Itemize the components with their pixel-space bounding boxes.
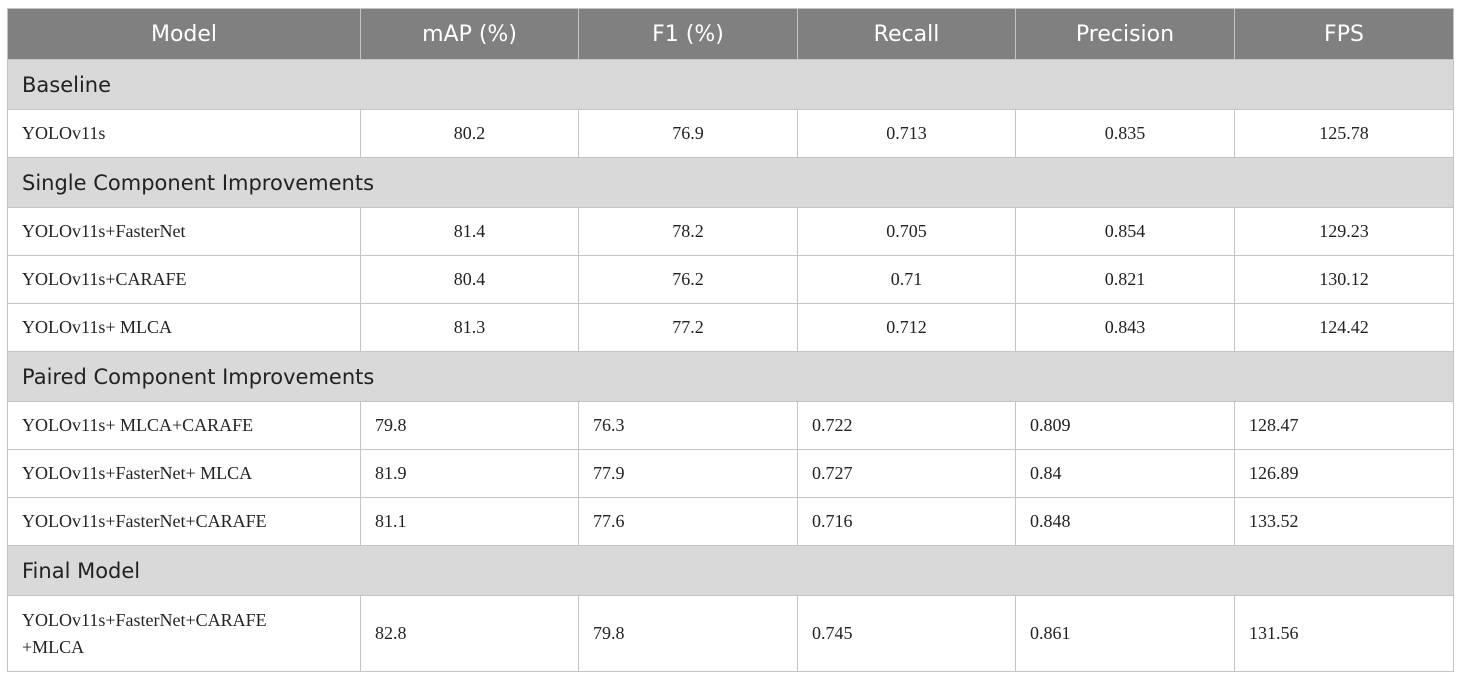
value-cell: 128.47 xyxy=(1234,401,1454,450)
value-cell: 77.6 xyxy=(578,497,798,546)
header-cell: F1 (%) xyxy=(578,8,798,60)
value-cell: 124.42 xyxy=(1234,303,1454,352)
value-cell: 0.843 xyxy=(1015,303,1235,352)
value-cell: 82.8 xyxy=(360,595,579,672)
value-cell: 81.4 xyxy=(360,207,579,256)
section-title: Paired Component Improvements xyxy=(7,351,1454,402)
value-cell: 79.8 xyxy=(578,595,798,672)
model-cell: YOLOv11s+FasterNet+CARAFE +MLCA xyxy=(7,595,361,672)
value-cell: 0.835 xyxy=(1015,109,1235,158)
value-cell: 133.52 xyxy=(1234,497,1454,546)
value-cell: 76.2 xyxy=(578,255,798,304)
section-row: Single Component Improvements xyxy=(7,157,1454,208)
model-name: YOLOv11s+ MLCA xyxy=(22,317,172,337)
section-row: Baseline xyxy=(7,59,1454,110)
value-cell: 0.722 xyxy=(797,401,1016,450)
data-row: YOLOv11s+FasterNet+CARAFE 81.1 77.6 0.716 0.… xyxy=(7,497,1454,546)
value-cell: 0.712 xyxy=(797,303,1016,352)
value-cell: 125.78 xyxy=(1234,109,1454,158)
value-cell: 78.2 xyxy=(578,207,798,256)
value-cell: 0.84 xyxy=(1015,449,1235,498)
model-name: YOLOv11s+CARAFE xyxy=(22,269,187,289)
header-cell: Precision xyxy=(1015,8,1235,60)
value-cell: 77.9 xyxy=(578,449,798,498)
header-cell: mAP (%) xyxy=(360,8,579,60)
table-header: Model mAP (%) F1 (%) Recall Precision FPS xyxy=(7,8,1454,60)
value-cell: 76.3 xyxy=(578,401,798,450)
value-cell: 129.23 xyxy=(1234,207,1454,256)
value-cell: 131.56 xyxy=(1234,595,1454,672)
value-cell: 0.854 xyxy=(1015,207,1235,256)
header-cell: Recall xyxy=(797,8,1016,60)
results-table: Model mAP (%) F1 (%) Recall Precision FPS Bas… xyxy=(7,8,1454,672)
value-cell: 76.9 xyxy=(578,109,798,158)
model-name: YOLOv11s+FasterNet+CARAFE xyxy=(22,511,267,531)
model-name: YOLOv11s+FasterNet xyxy=(22,221,186,241)
data-row: YOLOv11s+ MLCA+CARAFE 79.8 76.3 0.722 0.809 1… xyxy=(7,401,1454,450)
header-cell: Model xyxy=(7,8,361,60)
value-cell: 0.713 xyxy=(797,109,1016,158)
value-cell: 81.1 xyxy=(360,497,579,546)
value-cell: 79.8 xyxy=(360,401,579,450)
section-title: Final Model xyxy=(7,545,1454,596)
value-cell: 126.89 xyxy=(1234,449,1454,498)
model-name: YOLOv11s+FasterNet+CARAFE +MLCA xyxy=(22,609,267,657)
model-cell: YOLOv11s+CARAFE xyxy=(7,255,361,304)
section-row: Final Model xyxy=(7,545,1454,596)
value-cell: 81.9 xyxy=(360,449,579,498)
header-row: Model mAP (%) F1 (%) Recall Precision FPS xyxy=(7,8,1454,60)
data-row: YOLOv11s+FasterNet 81.4 78.2 0.705 0.854 129.… xyxy=(7,207,1454,256)
value-cell: 0.745 xyxy=(797,595,1016,672)
data-row: YOLOv11s+FasterNet+CARAFE +MLCA 82.8 79.8 0… xyxy=(7,595,1454,672)
section-title: Baseline xyxy=(7,59,1454,110)
value-cell: 0.71 xyxy=(797,255,1016,304)
table-body: Baseline YOLOv11s 80.2 76.9 0.713 0.835 125.78… xyxy=(7,59,1454,672)
value-cell: 130.12 xyxy=(1234,255,1454,304)
model-cell: YOLOv11s+ MLCA+CARAFE xyxy=(7,401,361,450)
model-name: YOLOv11s+ MLCA+CARAFE xyxy=(22,415,254,435)
data-row: YOLOv11s+FasterNet+ MLCA 81.9 77.9 0.727 0.8… xyxy=(7,449,1454,498)
value-cell: 80.2 xyxy=(360,109,579,158)
value-cell: 0.809 xyxy=(1015,401,1235,450)
model-cell: YOLOv11s+FasterNet xyxy=(7,207,361,256)
model-cell: YOLOv11s+FasterNet+ MLCA xyxy=(7,449,361,498)
value-cell: 81.3 xyxy=(360,303,579,352)
model-cell: YOLOv11s+ MLCA xyxy=(7,303,361,352)
value-cell: 0.705 xyxy=(797,207,1016,256)
data-row: YOLOv11s+ MLCA 81.3 77.2 0.712 0.843 124.42 xyxy=(7,303,1454,352)
value-cell: 0.716 xyxy=(797,497,1016,546)
section-title: Single Component Improvements xyxy=(7,157,1454,208)
value-cell: 0.821 xyxy=(1015,255,1235,304)
model-cell: YOLOv11s+FasterNet+CARAFE xyxy=(7,497,361,546)
value-cell: 0.727 xyxy=(797,449,1016,498)
value-cell: 77.2 xyxy=(578,303,798,352)
header-cell: FPS xyxy=(1234,8,1454,60)
model-name: YOLOv11s+FasterNet+ MLCA xyxy=(22,463,253,483)
value-cell: 0.848 xyxy=(1015,497,1235,546)
model-cell: YOLOv11s xyxy=(7,109,361,158)
value-cell: 80.4 xyxy=(360,255,579,304)
data-row: YOLOv11s 80.2 76.9 0.713 0.835 125.78 xyxy=(7,109,1454,158)
section-row: Paired Component Improvements xyxy=(7,351,1454,402)
model-name: YOLOv11s xyxy=(22,123,106,143)
value-cell: 0.861 xyxy=(1015,595,1235,672)
data-row: YOLOv11s+CARAFE 80.4 76.2 0.71 0.821 130.12 xyxy=(7,255,1454,304)
